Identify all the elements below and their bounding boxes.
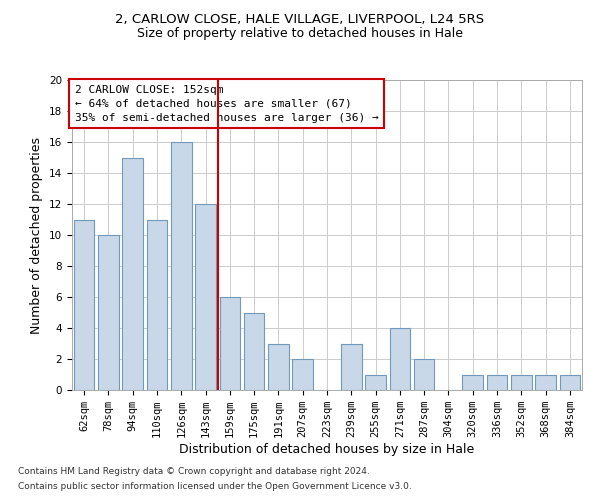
- Bar: [195, 204, 216, 390]
- Bar: [244, 312, 265, 390]
- Y-axis label: Number of detached properties: Number of detached properties: [31, 136, 43, 334]
- Text: Contains HM Land Registry data © Crown copyright and database right 2024.: Contains HM Land Registry data © Crown c…: [18, 467, 370, 476]
- Text: 2, CARLOW CLOSE, HALE VILLAGE, LIVERPOOL, L24 5RS: 2, CARLOW CLOSE, HALE VILLAGE, LIVERPOOL…: [115, 12, 485, 26]
- Bar: [146, 220, 167, 390]
- Bar: [463, 374, 483, 390]
- X-axis label: Distribution of detached houses by size in Hale: Distribution of detached houses by size …: [179, 443, 475, 456]
- Bar: [98, 235, 119, 390]
- Bar: [74, 220, 94, 390]
- Text: 2 CARLOW CLOSE: 152sqm
← 64% of detached houses are smaller (67)
35% of semi-det: 2 CARLOW CLOSE: 152sqm ← 64% of detached…: [74, 84, 379, 122]
- Bar: [511, 374, 532, 390]
- Text: Size of property relative to detached houses in Hale: Size of property relative to detached ho…: [137, 28, 463, 40]
- Bar: [122, 158, 143, 390]
- Bar: [414, 359, 434, 390]
- Bar: [389, 328, 410, 390]
- Bar: [535, 374, 556, 390]
- Bar: [220, 297, 240, 390]
- Text: Contains public sector information licensed under the Open Government Licence v3: Contains public sector information licen…: [18, 482, 412, 491]
- Bar: [171, 142, 191, 390]
- Bar: [292, 359, 313, 390]
- Bar: [487, 374, 508, 390]
- Bar: [365, 374, 386, 390]
- Bar: [268, 344, 289, 390]
- Bar: [560, 374, 580, 390]
- Bar: [341, 344, 362, 390]
